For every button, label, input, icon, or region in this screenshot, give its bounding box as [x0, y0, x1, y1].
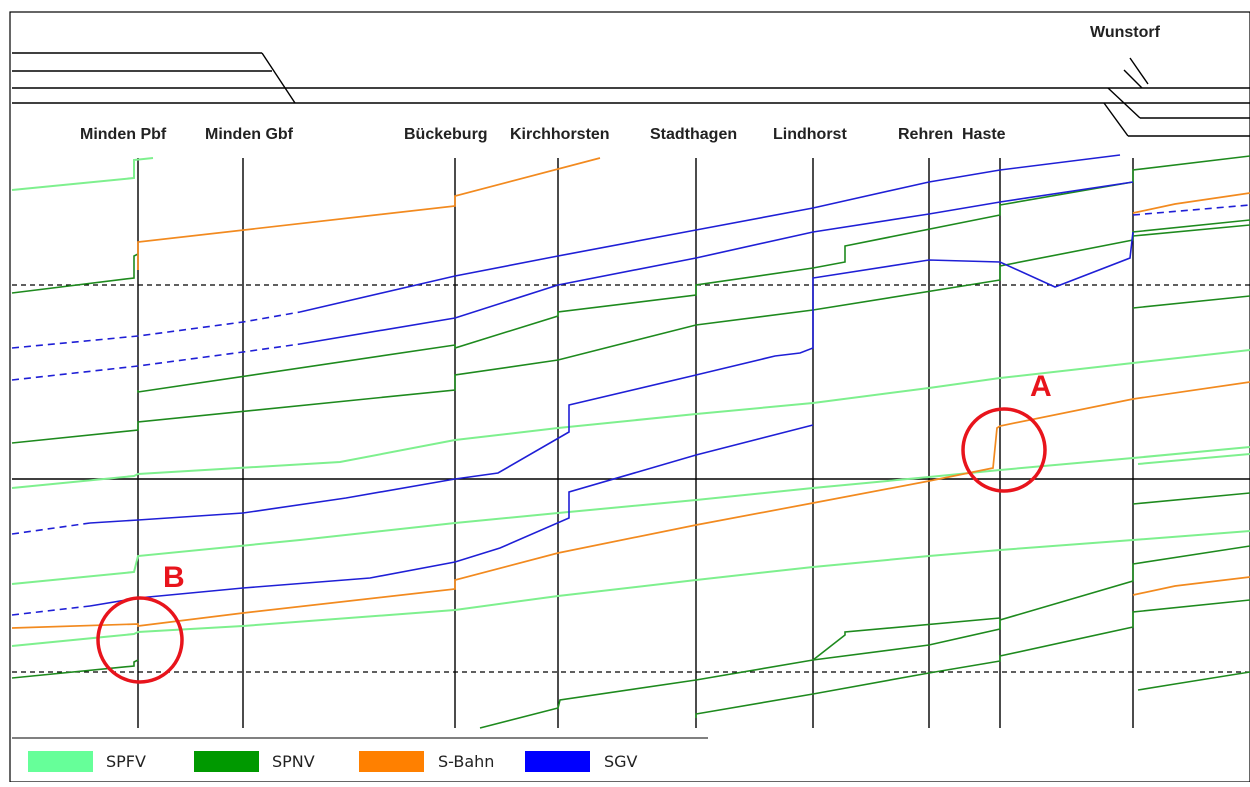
track-line — [1103, 102, 1129, 137]
legend-swatch-spfv — [28, 751, 93, 772]
marker-label-b: B — [163, 561, 185, 594]
station-label-kirchhorsten: Kirchhorsten — [510, 126, 610, 143]
legend-label-spfv: SPFV — [106, 752, 146, 771]
train-path-sbahn — [137, 157, 601, 270]
track-line — [1123, 102, 1141, 119]
station-label-minden-gbf: Minden Gbf — [205, 126, 294, 143]
marker-label-a: A — [1030, 370, 1052, 403]
station-label-haste: Haste — [962, 126, 1006, 143]
marker-circle-a — [961, 407, 1047, 493]
station-label-lindhorst: Lindhorst — [773, 126, 847, 143]
train-path-spnv — [11, 253, 139, 294]
train-path-sgv — [299, 181, 1134, 345]
train-paths-sgv — [11, 154, 1250, 616]
train-path-sgv-dashed — [11, 605, 91, 616]
train-path-sbahn — [1132, 576, 1250, 596]
train-path-spnv — [11, 219, 1250, 444]
legend-swatch-sgv — [525, 751, 590, 772]
legend-label-spnv: SPNV — [272, 752, 315, 771]
train-paths-spnv — [11, 155, 1250, 729]
train-path-spnv — [812, 617, 1001, 661]
train-path-sgv-dashed — [11, 522, 91, 535]
conflict-markers: A B — [96, 370, 1052, 684]
train-path-spnv — [1132, 492, 1250, 505]
legend-swatch-sbahn — [359, 751, 424, 772]
train-path-spfv — [11, 157, 154, 191]
legend-label-sgv: SGV — [604, 752, 638, 771]
train-path-spfv — [1137, 453, 1250, 465]
train-path-spnv — [11, 659, 139, 679]
train-path-spfv — [11, 349, 1250, 489]
train-path-spfv — [11, 446, 1250, 585]
train-path-sgv — [299, 154, 1121, 313]
train-path-spnv — [695, 599, 1250, 718]
train-path-sgv — [89, 231, 1134, 524]
station-lines — [137, 158, 1134, 728]
train-path-spnv — [1137, 671, 1250, 691]
station-labels: Minden Pbf Minden Gbf Bückeburg Kirchhor… — [80, 24, 1161, 143]
train-path-sbahn — [1132, 192, 1250, 214]
train-path-sbahn — [11, 381, 1250, 629]
diagram-border — [9, 11, 1250, 783]
train-path-spnv — [479, 545, 1250, 729]
train-path-sgv-dashed — [1132, 204, 1250, 216]
legend-label-sbahn: S-Bahn — [438, 752, 494, 771]
track-line — [1107, 87, 1125, 104]
track-schematic — [12, 52, 1250, 137]
station-label-stadthagen: Stadthagen — [650, 126, 737, 143]
marker-circle-b — [96, 596, 184, 684]
track-line — [261, 52, 296, 104]
station-label-rehren: Rehren — [898, 126, 953, 143]
train-path-spnv — [1132, 224, 1250, 237]
train-paths-spfv — [11, 157, 1250, 647]
train-path-sgv — [89, 424, 814, 607]
train-path-spnv — [1132, 295, 1250, 309]
track-line — [1123, 69, 1143, 89]
train-path-sgv-dashed — [11, 343, 301, 381]
train-path-sgv-dashed — [11, 311, 301, 349]
train-path-spnv — [137, 155, 1250, 393]
station-label-minden-pbf: Minden Pbf — [80, 126, 167, 143]
station-label-bueckeburg: Bückeburg — [404, 126, 488, 143]
track-line — [1129, 57, 1149, 85]
train-paths-sbahn — [11, 157, 1250, 629]
legend: SPFV SPNV S-Bahn SGV — [12, 737, 708, 772]
station-label-wunstorf: Wunstorf — [1090, 24, 1161, 41]
train-path-spfv — [11, 530, 1250, 647]
legend-swatch-spnv — [194, 751, 259, 772]
time-lines — [12, 284, 1250, 673]
